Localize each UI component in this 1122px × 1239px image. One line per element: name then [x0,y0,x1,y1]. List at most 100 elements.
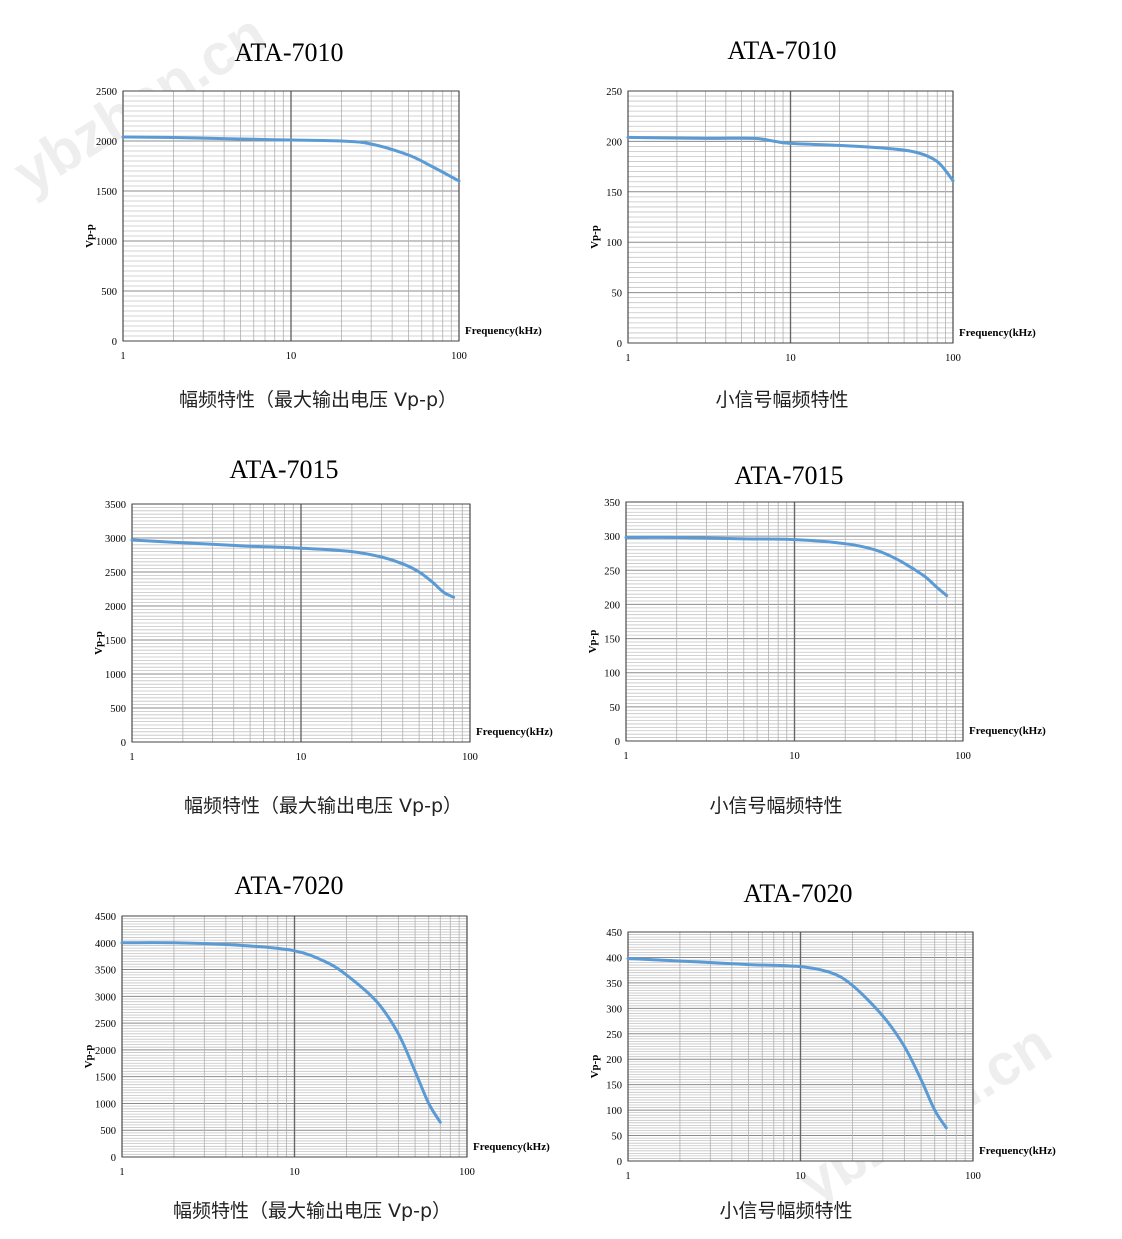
y-tick-label: 3000 [105,534,126,545]
chart-panel-ata7020-max: ATA-7020 幅频特性（最大输出电压 Vp-p） 0 500 1000 1500 2… [83,871,550,1222]
x-tick-label: 1 [129,752,134,763]
chart-title: ATA-7010 [234,38,343,67]
y-tick-label: 3500 [105,500,126,511]
plot-area: 0 50 100 150 200 250 1 10 100 Frequency(kHz) Vp-p [589,87,1036,364]
chart-title: ATA-7020 [234,871,343,900]
y-tick-label: 200 [606,1055,622,1066]
y-tick-label: 2500 [96,87,117,98]
chart-title: ATA-7015 [734,461,843,490]
y-tick-label: 200 [604,600,620,611]
y-tick-label: 2500 [95,1019,116,1030]
plot-area: 0 50 100 150 200 250 300 350 1 10 100 Frequency(kHz… [587,498,1046,762]
chart-panel-ata7015-small: ATA-7015 小信号幅频特性 0 50 100 150 200 250 300 350 1 1… [587,461,1046,817]
x-tick-label: 100 [459,1167,475,1178]
y-tick-label: 1500 [105,636,126,647]
series-line-vpp [624,535,949,598]
x-tick-label: 10 [289,1167,300,1178]
x-tick-label: 10 [286,351,297,362]
chart-caption: 幅频特性（最大输出电压 Vp-p） [179,389,457,411]
y-axis-label: Vp-p [589,225,601,249]
plot-frame [131,503,471,743]
y-tick-label: 150 [606,1081,622,1092]
y-tick-label: 0 [617,339,622,350]
chart-title: ATA-7015 [229,455,338,484]
x-tick-label: 100 [462,752,478,763]
y-tick-label: 300 [606,1004,622,1015]
series-line-vpp [626,135,955,183]
plot-frame [627,90,954,344]
x-tick-label: 1 [120,351,125,362]
y-tick-label: 2000 [96,137,117,148]
y-tick-label: 0 [112,337,117,348]
x-tick-label: 10 [795,1171,806,1182]
chart-caption: 幅频特性（最大输出电压 Vp-p） [184,795,462,817]
y-tick-label: 400 [606,953,622,964]
y-tick-label: 50 [612,289,623,300]
plot-frame [627,931,974,1162]
plot-area: 0 500 1000 1500 2000 2500 3000 3500 4000 4500 1 10 1… [83,912,550,1178]
series-line-vpp [130,538,456,599]
chart-title: ATA-7010 [727,36,836,65]
chart-panel-ata7010-max: ATA-7010 幅频特性（最大输出电压 Vp-p） 0 500 1000 1500 2… [84,38,542,411]
y-tick-label: 250 [606,87,622,98]
y-tick-label: 1500 [95,1073,116,1084]
y-tick-label: 250 [604,566,620,577]
y-tick-label: 2000 [105,602,126,613]
y-axis-label: Vp-p [84,224,96,248]
x-tick-label: 100 [965,1171,981,1182]
plot-frame [625,501,964,742]
y-axis-label: Vp-p [589,1055,601,1079]
x-tick-label: 1 [625,1171,630,1182]
x-axis-label: Frequency(kHz) [969,725,1046,737]
chart-caption: 小信号幅频特性 [709,795,842,817]
chart-caption: 小信号幅频特性 [715,389,848,411]
y-tick-label: 0 [121,738,126,749]
y-tick-label: 500 [100,1126,116,1137]
y-tick-label: 2000 [95,1046,116,1057]
chart-caption: 幅频特性（最大输出电压 Vp-p） [173,1200,451,1222]
y-tick-label: 1000 [95,1099,116,1110]
x-tick-label: 10 [785,353,796,364]
y-tick-label: 1000 [105,670,126,681]
y-tick-label: 450 [606,928,622,939]
chart-panel-ata7015-max: ATA-7015 幅频特性（最大输出电压 Vp-p） 0 500 1000 1500 2… [93,455,553,817]
y-tick-label: 50 [612,1132,623,1143]
x-axis-label: Frequency(kHz) [465,325,542,337]
y-tick-label: 4000 [95,939,116,950]
y-tick-label: 2500 [105,568,126,579]
x-axis-label: Frequency(kHz) [473,1141,550,1153]
series-line-vpp [121,135,461,183]
chart-panel-ata7010-small: ATA-7010 小信号幅频特性 0 50 100 150 200 250 1 10 100 Fr… [589,36,1036,411]
x-axis-label: Frequency(kHz) [979,1145,1056,1157]
y-tick-label: 100 [604,669,620,680]
y-tick-label: 500 [101,287,117,298]
y-tick-label: 0 [615,737,620,748]
y-axis-label: Vp-p [93,631,105,655]
chart-panel-ata7020-small: ATA-7020 小信号幅频特性 0 50 100 150 200 250 300 350 40… [589,879,1056,1222]
plot-frame [122,90,460,342]
x-tick-label: 10 [789,751,800,762]
x-tick-label: 10 [296,752,307,763]
series-line-vpp [626,957,948,1130]
plot-area: 0 500 1000 1500 2000 2500 3000 3500 1 10 100 Freque… [93,500,553,763]
y-tick-label: 1000 [96,237,117,248]
y-tick-label: 100 [606,1106,622,1117]
plot-area: 0 500 1000 1500 2000 2500 1 10 100 Frequency(kHz)… [84,87,542,362]
x-tick-label: 100 [955,751,971,762]
y-tick-label: 3000 [95,992,116,1003]
x-axis-label: Frequency(kHz) [959,327,1036,339]
y-tick-label: 250 [606,1030,622,1041]
y-tick-label: 500 [110,704,126,715]
chart-caption: 小信号幅频特性 [719,1200,852,1222]
x-tick-label: 1 [625,353,630,364]
y-tick-label: 350 [606,979,622,990]
y-tick-label: 100 [606,238,622,249]
plot-area: 0 50 100 150 200 250 300 350 400 450 1 10 100 Frequen… [589,928,1056,1182]
y-tick-label: 350 [604,498,620,509]
y-tick-label: 200 [606,137,622,148]
y-tick-label: 0 [617,1157,622,1168]
x-tick-label: 100 [451,351,467,362]
y-tick-label: 300 [604,532,620,543]
plot-frame [121,915,468,1158]
